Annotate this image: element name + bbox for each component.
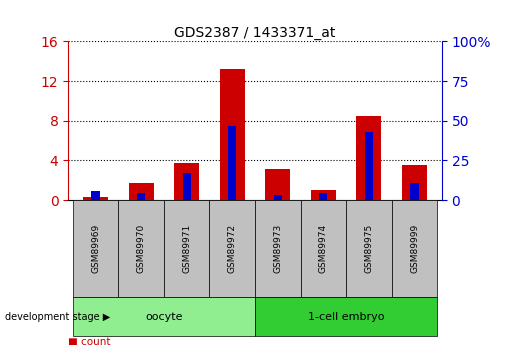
Text: 1-cell embryo: 1-cell embryo: [308, 312, 384, 322]
Bar: [255, 200, 300, 297]
Bar: [255, 297, 437, 336]
Text: oocyte: oocyte: [145, 312, 183, 322]
Text: GSM89971: GSM89971: [182, 224, 191, 273]
Text: development stage ▶: development stage ▶: [5, 312, 110, 322]
Title: GDS2387 / 1433371_at: GDS2387 / 1433371_at: [174, 26, 336, 40]
Bar: [73, 297, 255, 336]
Text: GSM89972: GSM89972: [228, 224, 237, 273]
Bar: [220, 69, 245, 200]
Bar: [129, 183, 154, 200]
Text: GSM89970: GSM89970: [136, 224, 145, 273]
Bar: [118, 200, 164, 297]
Bar: [73, 200, 118, 297]
Bar: [319, 193, 327, 200]
Text: ■ count: ■ count: [68, 337, 111, 345]
Bar: [392, 200, 437, 297]
Bar: [365, 132, 373, 200]
Bar: [164, 200, 210, 297]
Bar: [174, 164, 199, 200]
Bar: [402, 165, 427, 200]
Text: GSM89974: GSM89974: [319, 224, 328, 273]
Bar: [91, 191, 99, 200]
Bar: [228, 126, 236, 200]
Text: GSM89999: GSM89999: [410, 224, 419, 273]
Text: GSM89973: GSM89973: [273, 224, 282, 273]
Bar: [300, 200, 346, 297]
Bar: [357, 116, 381, 200]
Bar: [411, 183, 419, 200]
Bar: [346, 200, 392, 297]
Bar: [210, 200, 255, 297]
Bar: [183, 173, 191, 200]
Bar: [265, 169, 290, 200]
Text: GSM89975: GSM89975: [365, 224, 374, 273]
Bar: [137, 193, 145, 200]
Bar: [311, 190, 336, 200]
Bar: [83, 197, 108, 200]
Bar: [274, 195, 282, 200]
Text: GSM89969: GSM89969: [91, 224, 100, 273]
